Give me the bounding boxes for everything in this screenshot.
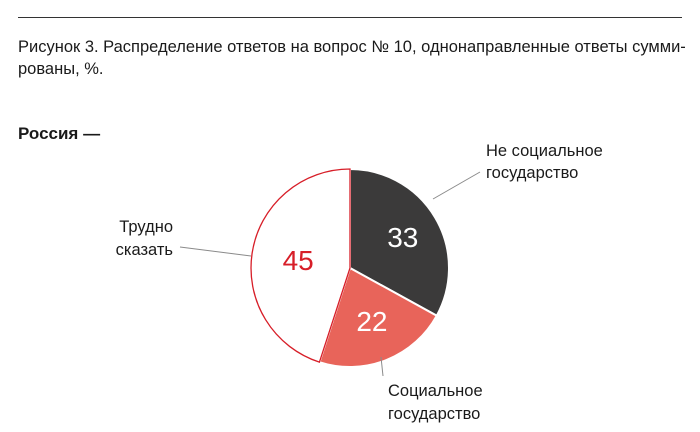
leader-line-2 — [380, 356, 384, 377]
slice-value-label-1: 33 — [387, 222, 418, 253]
caption-line-1: Рисунок 3. Распределение ответов на вопр… — [18, 38, 686, 56]
caption-line-2: рованы, %. — [18, 60, 104, 78]
pie-slice-2 — [318, 266, 439, 368]
figure-caption: Рисунок 3. Распределение ответов на вопр… — [18, 36, 688, 80]
slice-category-label-3-line-1: Трудно — [119, 218, 173, 236]
slice-category-label-2-line-1: Социальное — [388, 382, 483, 400]
slice-category-label-3-line-2: сказать — [116, 241, 173, 259]
leader-line-1 — [432, 171, 481, 200]
top-divider — [18, 17, 682, 18]
pie-slice-1 — [349, 167, 450, 318]
slice-value-label-3: 45 — [283, 245, 314, 276]
leader-line-3 — [179, 246, 252, 257]
slice-value-label-2: 22 — [356, 306, 387, 337]
region-label: Россия — — [18, 124, 101, 143]
slice-category-label-1-line-2: государство — [486, 164, 578, 182]
slice-category-label-2-line-2: государство — [388, 405, 480, 423]
pie-slice-3 — [250, 168, 351, 363]
slice-category-label-1-line-1: Не социальное — [486, 142, 603, 160]
